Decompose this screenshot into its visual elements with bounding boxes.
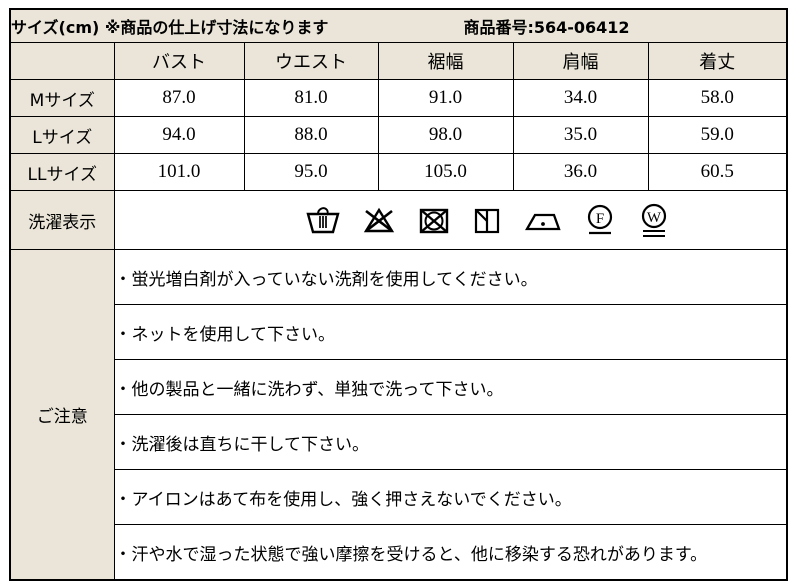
care-row: 洗濯表示	[9, 190, 788, 250]
cell-ll-hem-width: 105.0	[377, 153, 514, 191]
note-row: ・他の製品と一緒に洗わず、単独で洗って下さい。	[10, 359, 788, 415]
row-label-ll: LLサイズ	[9, 153, 115, 191]
do-not-bleach-icon	[362, 205, 396, 235]
cell-l-length: 59.0	[647, 116, 788, 154]
note-row: ・ネットを使用して下さい。	[10, 304, 788, 360]
row-label-m: Mサイズ	[9, 79, 115, 117]
cell-m-waist: 81.0	[243, 79, 379, 117]
care-symbols-cell: F W	[113, 190, 788, 250]
cell-l-hem-width: 98.0	[377, 116, 514, 154]
table-row: LLサイズ 101.0 95.0 105.0 36.0 60.5	[9, 153, 788, 191]
do-not-tumble-dry-icon	[418, 205, 450, 235]
list-item: ・汗や水で湿った状態で強い摩擦を受けると、他に移染する恐れがあります。	[113, 524, 788, 581]
care-label: 洗濯表示	[9, 190, 115, 250]
cell-m-length: 58.0	[647, 79, 788, 117]
column-header-row: バスト ウエスト 裾幅 肩幅 着丈	[9, 42, 788, 80]
cell-m-shoulder-width: 34.0	[512, 79, 649, 117]
title-cell: サイズ(cm) ※商品の仕上げ寸法になります 商品番号:564-06412	[9, 8, 788, 43]
product-spec-table: サイズ(cm) ※商品の仕上げ寸法になります 商品番号:564-06412 バス…	[9, 8, 789, 581]
table-row: Lサイズ 94.0 88.0 98.0 35.0 59.0	[9, 116, 788, 154]
row-label-l: Lサイズ	[9, 116, 115, 154]
cell-ll-waist: 95.0	[243, 153, 379, 191]
table-row: Mサイズ 87.0 81.0 91.0 34.0 58.0	[9, 79, 788, 117]
note-row: ・洗濯後は直ちに干して下さい。	[10, 414, 788, 470]
notes-label: ご注意	[9, 249, 115, 581]
note-row: ・アイロンはあて布を使用し、強く押さえないでください。	[10, 469, 788, 525]
dry-clean-petroleum-gentle-icon: F	[584, 203, 616, 237]
note-row: ご注意 ・蛍光増白剤が入っていない洗剤を使用してください。	[9, 249, 788, 581]
cell-ll-shoulder-width: 36.0	[512, 153, 649, 191]
product-number: 商品番号:564-06412	[463, 18, 630, 37]
column-header-shoulder-width: 肩幅	[512, 42, 649, 80]
list-item: ・アイロンはあて布を使用し、強く押さえないでください。	[113, 469, 788, 525]
svg-text:W: W	[647, 210, 662, 226]
title-row: サイズ(cm) ※商品の仕上げ寸法になります 商品番号:564-06412	[9, 8, 788, 43]
iron-low-one-dot-icon	[524, 205, 562, 235]
cell-l-shoulder-width: 35.0	[512, 116, 649, 154]
page-title: サイズ(cm) ※商品の仕上げ寸法になります	[11, 18, 329, 37]
svg-text:F: F	[596, 211, 604, 227]
cell-m-hem-width: 91.0	[377, 79, 514, 117]
list-item: ・洗濯後は直ちに干して下さい。	[113, 414, 788, 470]
list-item: ・ネットを使用して下さい。	[113, 304, 788, 360]
cell-l-waist: 88.0	[243, 116, 379, 154]
column-header-hem-width: 裾幅	[377, 42, 514, 80]
corner-cell	[9, 42, 115, 80]
wet-clean-very-gentle-icon: W	[638, 202, 670, 238]
column-header-bust: バスト	[113, 42, 245, 80]
hand-wash-icon	[306, 205, 340, 235]
column-header-length: 着丈	[647, 42, 788, 80]
cell-ll-length: 60.5	[647, 153, 788, 191]
cell-m-bust: 87.0	[113, 79, 245, 117]
column-header-waist: ウエスト	[243, 42, 379, 80]
drip-dry-in-shade-icon	[472, 205, 502, 235]
list-item: ・蛍光増白剤が入っていない洗剤を使用してください。	[113, 249, 788, 305]
cell-ll-bust: 101.0	[113, 153, 245, 191]
list-item: ・他の製品と一緒に洗わず、単独で洗って下さい。	[113, 359, 788, 415]
cell-l-bust: 94.0	[113, 116, 245, 154]
note-row: ・汗や水で湿った状態で強い摩擦を受けると、他に移染する恐れがあります。	[10, 524, 788, 581]
